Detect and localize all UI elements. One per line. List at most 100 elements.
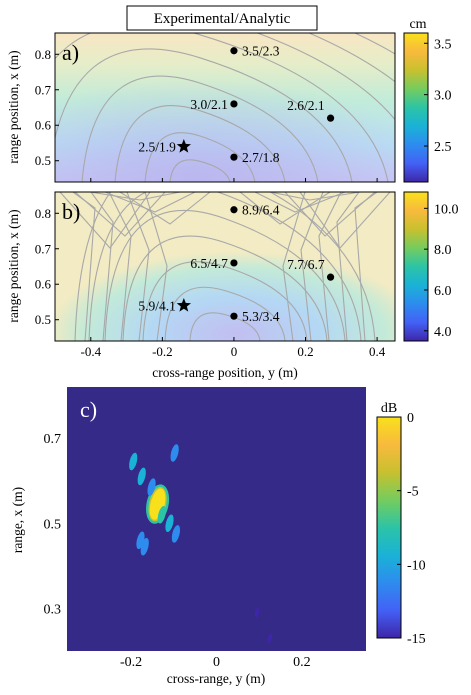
panel-a-point-0	[230, 47, 238, 55]
panel-b-point-4	[230, 312, 238, 320]
panel-b-contour-4	[104, 209, 346, 341]
panel-b-point-2	[326, 273, 335, 281]
panel-c-colorbar-unit: dB	[381, 401, 397, 416]
panel-b-xtick-4: 0.4	[369, 344, 386, 359]
panel-b-side-right-2	[318, 192, 342, 341]
header-title-box	[126, 5, 318, 31]
panel-b-ridge-right-4	[299, 192, 391, 249]
panel-b-ridge-left-3	[74, 192, 166, 237]
panel-b-contour-0	[189, 312, 261, 341]
panel-a-point-4	[230, 153, 238, 161]
panel-c-blob-11	[267, 633, 273, 644]
panel-a-ytick-3: 0.8	[35, 47, 51, 62]
panel-a-colorbar-unit: cm	[409, 17, 426, 32]
panel-b-ridge-right-3	[284, 192, 376, 237]
panel-a-contour-0	[169, 159, 231, 182]
panel-b-side-right-3	[300, 192, 324, 341]
panel-b-side-right-4	[282, 192, 306, 341]
panel-c-colorbar: 0 -5 -10 -15 dB	[376, 401, 426, 647]
panel-a-letter: a)	[62, 40, 79, 65]
panel-c-cbar-tick-2: -10	[407, 558, 426, 573]
panel-b-ytick-1: 0.6	[35, 277, 52, 292]
panel-b-axis-ticks: 0.5 0.6 0.7 0.8 -0.4 -0.2 0 0.2 0.4	[35, 206, 386, 359]
panel-b-contour-5	[88, 192, 362, 341]
panel-c-cbar-tick-0: 0	[407, 411, 414, 426]
panel-b: 8.9/6.4 6.5/4.7 7.7/6.7 5.9/4.1 5.3/3.4 0.5 0…	[6, 191, 396, 380]
panel-a-markers: 3.5/2.3 3.0/2.1 2.6/2.1 2.5/1.9 2.7/1.8	[138, 44, 335, 165]
panel-c-blobs	[129, 444, 273, 644]
panel-c-xtick-0: -0.2	[120, 655, 142, 670]
panel-b-contour-1	[164, 286, 286, 341]
panel-b-side-left-3	[126, 192, 150, 341]
panel-c-blob-1	[157, 505, 166, 524]
panel-c-blob-3	[137, 467, 146, 486]
panel-b-letter: b)	[62, 199, 80, 224]
panel-b-contours	[59, 192, 391, 341]
panel-b-contour-6	[74, 192, 376, 341]
panel-b-point-label-4: 5.3/3.4	[242, 309, 280, 324]
panel-a-point-2	[326, 114, 335, 122]
panel-a-point-1	[230, 100, 238, 108]
panel-b-side-left-2	[108, 192, 132, 341]
panel-c-heatmap	[67, 387, 366, 651]
panel-b-point-label-1: 6.5/4.7	[190, 256, 228, 271]
panel-c-cbar-tick-3: -15	[407, 632, 426, 647]
panel-b-side-left-4	[144, 192, 168, 341]
panel-c-cbar-tick-1: -5	[407, 485, 419, 500]
panel-b-side-left-1	[90, 192, 114, 341]
panel-b-cbar-tick-2: 8.0	[434, 243, 452, 258]
panel-b-ridge-left-1	[104, 192, 196, 213]
panel-a-ytick-1: 0.6	[35, 118, 52, 133]
panel-b-xtick-1: -0.2	[152, 344, 173, 359]
panel-a-cbar-tick-2: 3.5	[434, 37, 452, 52]
panel-b-point-0	[230, 206, 238, 214]
panel-b-cbar-tick-1: 6.0	[434, 284, 452, 299]
panel-c-blob-6	[165, 514, 174, 533]
panel-b-colorbar: 4.0 6.0 8.0 10.0	[403, 191, 459, 342]
panel-c-blob-9	[136, 531, 145, 550]
panel-b-xlabel: cross-range position, y (m)	[152, 365, 297, 380]
panel-a-point-label-1: 3.0/2.1	[190, 97, 228, 112]
panel-a-point-label-2: 2.6/2.1	[287, 98, 325, 113]
panel-a-contour-1	[144, 132, 256, 182]
panel-b-point-1	[230, 259, 238, 267]
panel-b-side-right-0	[354, 192, 378, 341]
panel-c-blob-4	[147, 478, 156, 496]
panel-b-ridge-left-0	[89, 192, 181, 201]
panel-a-contour-3	[81, 75, 319, 182]
panel-b-star-marker	[176, 298, 191, 312]
panel-a-cbar-tick-1: 3.0	[434, 89, 452, 104]
panel-b-xtick-3: 0.2	[297, 344, 313, 359]
panel-c: 0.3 0.5 0.7 -0.2 0 0.2 c) range, x (m) cross-…	[10, 387, 366, 686]
panel-b-ridge-right-1	[254, 192, 346, 213]
panel-b-ridge-right-2	[239, 192, 331, 225]
panel-b-point-label-2: 7.7/6.7	[287, 257, 325, 272]
panel-a-colorbar: 2.5 3.0 3.5 cm	[403, 17, 452, 183]
panel-b-point-label-3: 5.9/4.1	[138, 299, 176, 314]
panel-c-blob-7	[171, 525, 181, 543]
panel-a-contours	[55, 33, 395, 182]
panel-b-side-right-1	[336, 192, 360, 341]
panel-b-point-label-0: 8.9/6.4	[242, 203, 280, 218]
panel-b-ridge-left-2	[119, 192, 211, 225]
panel-b-ridge-right-0	[269, 192, 361, 201]
panel-a-ytick-0: 0.5	[35, 153, 51, 168]
panel-b-ytick-2: 0.7	[35, 241, 52, 256]
panel-b-ridge-left-4	[59, 192, 151, 249]
header-title: Experimental/Analytic	[154, 11, 291, 27]
panel-a-point-label-4: 2.7/1.8	[242, 150, 280, 165]
panel-c-letter: c)	[80, 397, 97, 422]
panel-c-blob-2	[129, 452, 138, 471]
panel-b-ytick-3: 0.8	[35, 206, 51, 221]
panel-c-axis-ticks: 0.3 0.5 0.7 -0.2 0 0.2	[44, 432, 311, 670]
panel-a-contour-2	[114, 105, 286, 182]
panel-c-xlabel: cross-range, y (m)	[167, 671, 266, 686]
panel-a-ytick-2: 0.7	[35, 82, 52, 97]
panel-b-ylabel: range position, x (m)	[6, 209, 21, 322]
panel-a: 3.5/2.33.0/2.1 2.6/2.12.5/1.92.7/1.8 0.50…	[6, 32, 396, 183]
panel-b-ytick-0: 0.5	[35, 312, 51, 327]
panel-c-ytick-1: 0.5	[44, 517, 62, 532]
panel-b-contour-2	[142, 261, 308, 341]
panel-b-markers: 8.9/6.4 6.5/4.7 7.7/6.7 5.9/4.1 5.3/3.4	[138, 203, 335, 324]
